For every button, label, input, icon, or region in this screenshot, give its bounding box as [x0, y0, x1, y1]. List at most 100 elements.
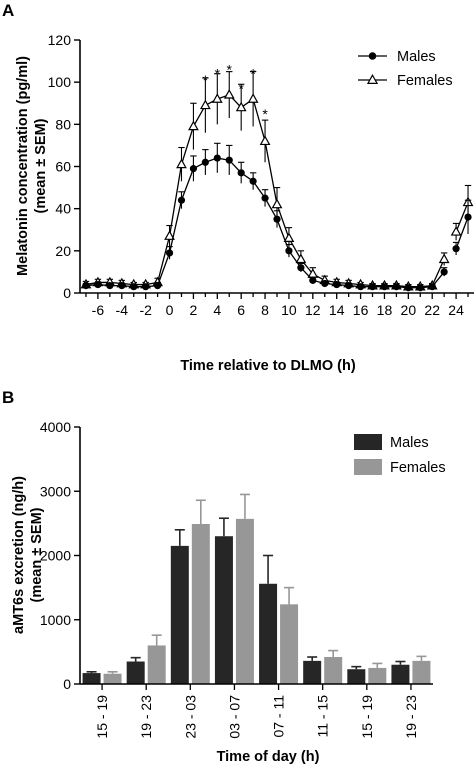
y-tick-label: 2000 [40, 548, 71, 564]
x-tick-label: 4 [213, 302, 221, 318]
panel-b-y-ticks: 0 1000 2000 3000 4000 [40, 419, 80, 692]
bar [303, 660, 322, 684]
y-tick-label: 0 [63, 285, 71, 301]
panel-b-y-axis-title-line-1: aMT6s excretion (ng/h) [11, 476, 27, 634]
x-tick-label: -2 [139, 302, 152, 318]
significance-asterisk: * [238, 80, 244, 96]
bar [324, 657, 343, 684]
bar [82, 673, 101, 684]
data-point [271, 198, 283, 209]
x-tick-label: 03 - 07 [226, 695, 242, 739]
x-tick-label: -6 [92, 302, 105, 318]
x-tick-label: 2 [190, 302, 198, 318]
data-point [345, 282, 353, 290]
panel-a-y-axis-title-line-2: (mean ± SEM) [33, 118, 49, 213]
bar [412, 660, 431, 684]
significance-asterisk: * [262, 106, 268, 122]
data-point [164, 230, 175, 240]
panel-b: B aMT6s excretion (ng/h) (mean ± SEM) 0 1… [2, 388, 446, 765]
panel-a-plot-area: * * * * * * [80, 62, 474, 292]
bar [170, 545, 189, 684]
x-tick-label: 0 [166, 302, 174, 318]
series-line [455, 216, 469, 249]
x-tick-label: 11 - 15 [315, 695, 331, 738]
x-tick-label: 14 [329, 302, 345, 318]
data-point [285, 247, 293, 255]
significance-markers: * * * * * * [203, 62, 269, 122]
y-tick-label: 0 [63, 676, 71, 692]
y-tick-label: 3000 [40, 483, 71, 499]
y-tick-label: 20 [55, 243, 71, 259]
y-tick-label: 80 [55, 116, 71, 132]
x-tick-label: 10 [281, 302, 297, 318]
panel-b-y-axis-title-line-2: (mean ± SEM) [29, 507, 45, 602]
x-tick-label: 19 - 23 [138, 695, 154, 739]
x-tick-label: 6 [237, 302, 245, 318]
significance-asterisk: * [215, 66, 221, 82]
data-point [297, 264, 305, 272]
bar [391, 664, 410, 684]
data-point [235, 101, 247, 112]
data-point [247, 93, 259, 103]
data-point [368, 283, 377, 291]
y-tick-label: 120 [48, 32, 72, 48]
series-males [82, 142, 472, 292]
panel-a: A Melatonin concentration (pg/ml) (mean … [2, 1, 474, 374]
data-point [118, 282, 126, 290]
data-point [283, 232, 295, 243]
series-females [103, 493, 431, 684]
data-point [450, 226, 462, 236]
y-tick-label: 60 [55, 159, 71, 175]
data-point [188, 120, 199, 131]
x-tick-label: 19 - 23 [403, 695, 419, 739]
x-tick-label: 20 [401, 302, 417, 318]
data-point [452, 245, 460, 253]
x-tick-label: -4 [116, 302, 129, 318]
panel-b-legend: Males Females [354, 434, 446, 476]
data-point [392, 283, 400, 291]
series-females [80, 71, 474, 291]
data-point [211, 93, 223, 103]
data-point [130, 283, 138, 291]
bar [191, 524, 210, 684]
data-point [273, 215, 281, 223]
data-point [106, 282, 114, 290]
data-point [438, 253, 450, 264]
data-point [189, 165, 198, 173]
data-point [321, 279, 329, 288]
data-point [201, 158, 209, 166]
bar [368, 667, 387, 684]
panel-a-x-ticks: -6 -4 -2 0 2 4 6 8 10 12 14 16 18 20 22 24 [85, 293, 469, 318]
panel-b-x-ticks: 15 - 19 19 - 23 23 - 03 03 - 07 07 - 11 11 - … [94, 684, 419, 739]
panel-b-axes [79, 427, 433, 685]
series-line [455, 202, 469, 233]
data-point [176, 158, 187, 169]
panel-a-y-ticks: 0 20 40 60 80 100 120 [48, 32, 80, 301]
legend-label-males: Males [397, 49, 436, 65]
x-tick-label: 15 - 19 [359, 695, 375, 739]
y-tick-label: 100 [48, 74, 72, 90]
data-point [213, 154, 221, 162]
legend-marker [368, 52, 377, 60]
data-point [428, 283, 436, 291]
bar [126, 661, 145, 684]
data-point [199, 99, 211, 110]
bar [259, 583, 278, 684]
panel-a-y-axis-title: Melatonin concentration (pg/ml) (mean ± … [15, 56, 49, 276]
x-tick-label: 24 [448, 302, 464, 318]
panel-a-axes [79, 40, 474, 294]
data-point [440, 268, 448, 276]
legend-marker [366, 73, 379, 84]
bar [347, 669, 366, 684]
data-point [416, 284, 424, 292]
panel-b-y-axis-title: aMT6s excretion (ng/h) (mean ± SEM) [11, 476, 45, 634]
data-point [333, 280, 341, 289]
data-point [261, 194, 269, 202]
data-point [154, 282, 162, 290]
legend-swatch-males [354, 434, 382, 450]
data-point [142, 283, 150, 291]
data-point [380, 283, 389, 291]
data-point [295, 253, 307, 264]
bar [103, 673, 122, 684]
legend-label-males: Males [390, 435, 429, 451]
